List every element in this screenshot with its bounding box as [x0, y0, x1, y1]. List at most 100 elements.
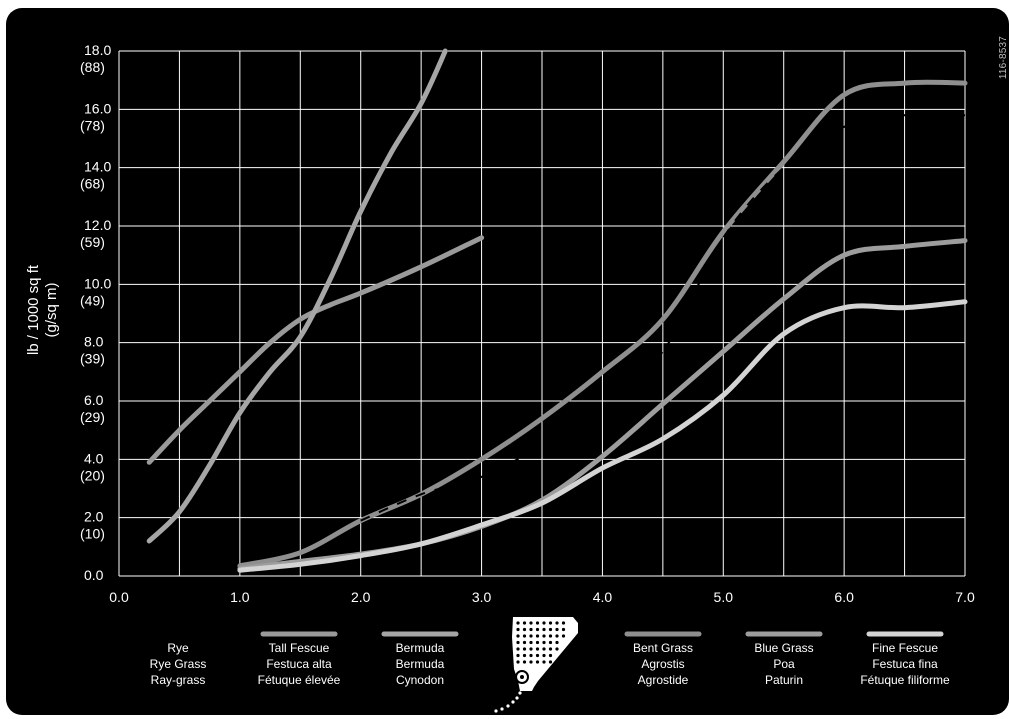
legend-label: Bermuda — [396, 641, 445, 655]
legend-label: Rye — [167, 641, 189, 655]
figure-code: 116-8537 — [998, 36, 1009, 80]
spreader-dot — [522, 653, 527, 658]
spreader-trail-dot — [506, 704, 510, 708]
spreader-dot — [561, 621, 566, 625]
legend-label: Rye Grass — [150, 657, 207, 671]
spreader-dot — [548, 640, 553, 645]
legend-label: Cynodon — [396, 673, 444, 687]
y-tick-label: 12.0 — [84, 217, 111, 233]
series-line-fine-fescue — [237, 299, 968, 573]
spreader-dot — [529, 647, 533, 651]
spreader-dot — [555, 647, 559, 651]
spreader-dot — [555, 634, 559, 638]
series-line-bermuda — [146, 48, 448, 544]
spreader-dot — [542, 621, 546, 625]
y-tick-label-metric: (10) — [80, 526, 105, 542]
y-tick-label: 14.0 — [84, 159, 111, 175]
legend-label: Festuca fina — [872, 657, 938, 671]
y-tick-label-metric: (59) — [80, 234, 105, 250]
x-tick-label: 0.0 — [109, 589, 129, 605]
spreader-dot — [529, 627, 533, 632]
spreader-dot — [516, 660, 520, 664]
y-tick-label: 18.0 — [84, 42, 111, 58]
legend-label: Blue Grass — [754, 641, 813, 655]
spreader-dot — [516, 640, 520, 645]
grid — [118, 50, 966, 577]
spreader-dot — [535, 653, 540, 658]
y-tick-label-metric: (29) — [80, 409, 105, 425]
spreader-dot — [529, 621, 533, 625]
y-axis-ticks: 0.0 2.0(10) 4.0(20) 6.0(29) 8.0(39) 10.0(49) 1… — [80, 42, 111, 583]
spreader-dot — [522, 640, 527, 645]
spreader-trail-dot — [494, 709, 498, 713]
spreader-dot — [535, 627, 540, 632]
legend-label: Fine Fescue — [872, 641, 938, 655]
legend-label: Tall Fescue — [269, 641, 330, 655]
legend-item-bent-grass: Bent Grass Agrostis Agrostide — [624, 631, 702, 687]
legend-item-rye: Rye Rye Grass Ray-grass — [139, 631, 217, 687]
spreader-dot — [516, 647, 520, 651]
spreader-dot — [555, 621, 559, 625]
y-tick-label: 2.0 — [84, 509, 104, 525]
spreader-trail-dot — [515, 696, 519, 700]
series-line-rye — [146, 48, 448, 544]
spreader-dot — [548, 634, 553, 638]
spreader-dot — [542, 653, 546, 658]
y-tick-label-metric: (78) — [80, 117, 105, 133]
legend-item-tall-fescue: Tall Fescue Festuca alta Fétuque élevée — [258, 631, 341, 687]
spreader-dot — [542, 634, 546, 638]
spreader-dot — [529, 634, 533, 638]
y-tick-label: 8.0 — [84, 334, 104, 350]
spreader-dot — [522, 634, 527, 638]
legend-label: Fétuque élevée — [258, 673, 341, 687]
spreader-dot — [516, 621, 520, 625]
legend-item-blue-grass: Blue Grass Poa Paturin — [745, 631, 823, 687]
spreader-dot — [555, 627, 559, 632]
y-tick-label-metric: (20) — [80, 467, 105, 483]
x-tick-label: 4.0 — [593, 589, 613, 605]
spreader-dot — [529, 640, 533, 645]
legend-item-fine-fescue: Fine Fescue Festuca fina Fétuque filiforme — [860, 631, 950, 687]
y-axis-title: lb / 1000 sq ft — [25, 264, 42, 355]
spreader-dot — [516, 627, 520, 632]
legend-label: Fétuque filiforme — [860, 673, 950, 687]
spreader-dot — [542, 660, 546, 664]
y-tick-label-metric: (68) — [80, 176, 105, 192]
spreader-dot — [529, 653, 533, 658]
spreader-dot — [516, 653, 520, 658]
y-tick-label: 0.0 — [84, 567, 104, 583]
spreader-dot — [535, 660, 540, 664]
x-tick-label: 7.0 — [955, 589, 975, 605]
x-tick-label: 6.0 — [834, 589, 854, 605]
spreader-trail-dot — [500, 707, 504, 711]
legend: Rye Rye Grass Ray-grass Tall Fescue Festuca … — [139, 631, 950, 687]
y-tick-label: 6.0 — [84, 392, 104, 408]
spreader-dot — [542, 640, 546, 645]
spreader-dot — [548, 627, 553, 632]
spreader-dot — [548, 621, 553, 625]
x-tick-label: 1.0 — [230, 589, 250, 605]
spreader-dot — [529, 660, 533, 664]
y-tick-label-metric: (39) — [80, 351, 105, 367]
spreader-dot — [522, 627, 527, 632]
y-tick-label-metric: (88) — [80, 59, 105, 75]
legend-label: Bent Grass — [633, 641, 693, 655]
y-tick-label: 16.0 — [84, 100, 111, 116]
spreader-dot — [535, 621, 540, 625]
spreader-dot — [522, 660, 527, 664]
spreader-dot — [561, 634, 566, 638]
legend-label: Poa — [773, 657, 795, 671]
legend-item-bermuda: Bermuda Bermuda Cynodon — [381, 631, 459, 687]
legend-label: Festuca alta — [266, 657, 332, 671]
spreader-dot — [548, 647, 553, 651]
spreader-dot — [548, 653, 553, 658]
legend-label: Agrostide — [638, 673, 689, 687]
x-tick-label: 5.0 — [714, 589, 734, 605]
spreader-dot — [522, 647, 527, 651]
spreader-dot — [548, 660, 553, 664]
spreader-dot — [542, 647, 546, 651]
chart-panel — [6, 8, 1009, 715]
legend-label: Agrostis — [641, 657, 684, 671]
spreader-trail-dot — [511, 700, 515, 704]
